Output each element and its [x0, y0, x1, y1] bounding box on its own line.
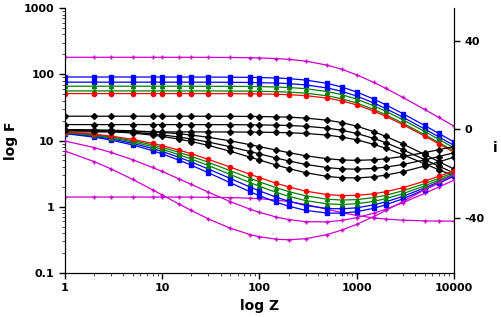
- Y-axis label: log F: log F: [4, 121, 18, 160]
- Y-axis label: i: i: [492, 140, 497, 154]
- X-axis label: log Z: log Z: [239, 299, 279, 313]
